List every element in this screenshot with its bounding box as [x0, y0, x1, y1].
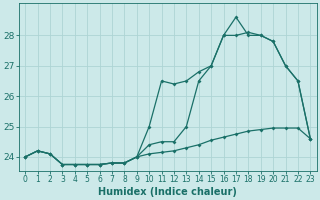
X-axis label: Humidex (Indice chaleur): Humidex (Indice chaleur)	[98, 187, 237, 197]
